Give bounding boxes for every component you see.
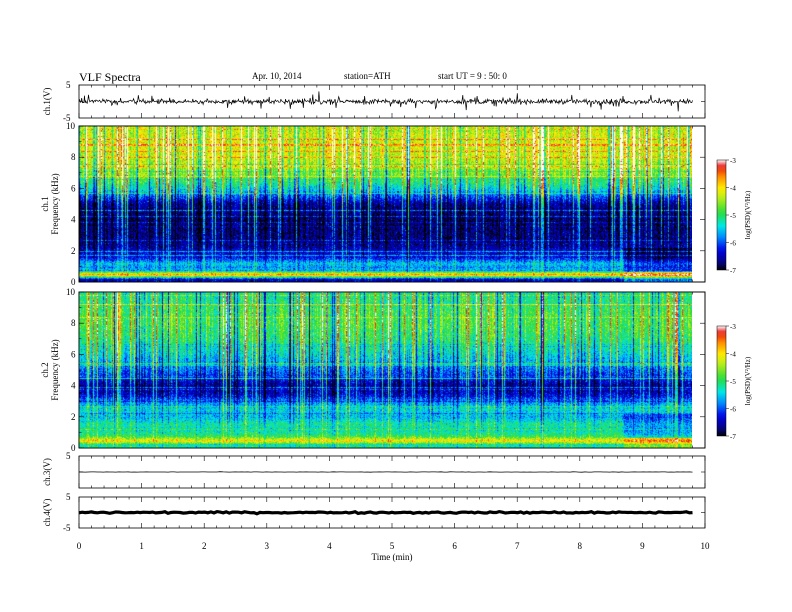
ch1-spec-cbtick--5: -5 bbox=[730, 212, 736, 220]
ch2-spec-ylabel: Frequency (kHz) bbox=[50, 339, 60, 400]
date-label: Apr. 10, 2014 bbox=[252, 71, 302, 81]
ch4-waveform bbox=[78, 509, 693, 516]
ch2-spec-colorbar bbox=[716, 325, 727, 437]
ch1-spec-ytick-8: 8 bbox=[71, 152, 76, 162]
xtick-2: 2 bbox=[202, 541, 207, 551]
ch2-spec-cbtick--4: -4 bbox=[730, 351, 736, 359]
ch1-spec-ylabel: Frequency (kHz) bbox=[50, 173, 60, 234]
xtick-3: 3 bbox=[265, 541, 270, 551]
ch1-spec-ytick-10: 10 bbox=[66, 121, 76, 131]
ch1-spec-channel-label: ch.1 bbox=[40, 196, 50, 211]
ch1-spec-ytick-2: 2 bbox=[71, 246, 76, 256]
xtick-1: 1 bbox=[139, 541, 144, 551]
ch2-spec-ytick-8: 8 bbox=[71, 318, 76, 328]
ch2-spec-ytick-10: 10 bbox=[66, 287, 76, 297]
ch1-spec-ytick-6: 6 bbox=[71, 183, 76, 193]
ch2-spec-cbtick--7: -7 bbox=[730, 433, 736, 441]
ch1-spec-ytick-0: 0 bbox=[71, 277, 76, 287]
xtick-5: 5 bbox=[390, 541, 395, 551]
ch1-line-ylabel: ch.1(V) bbox=[42, 88, 52, 116]
figure-title: VLF Spectra bbox=[79, 70, 141, 84]
ch2-spec-channel-label: ch.2 bbox=[40, 362, 50, 377]
ch4-line-ylabel: ch.4(V) bbox=[42, 499, 52, 527]
xtick-7: 7 bbox=[515, 541, 520, 551]
ch2-spec-cbtick--5: -5 bbox=[730, 378, 736, 386]
ch3-line-tick-top: 5 bbox=[66, 451, 71, 461]
start-time-label: start UT = 9 : 50: 0 bbox=[438, 71, 507, 81]
ch1-spec-colorbar bbox=[716, 159, 727, 271]
ch2-spec-ytick-6: 6 bbox=[71, 349, 76, 359]
xtick-6: 6 bbox=[452, 541, 457, 551]
ch1-line-tick-bottom: -5 bbox=[63, 113, 71, 123]
ch1-spec-ytick-4: 4 bbox=[71, 215, 76, 225]
xtick-8: 8 bbox=[578, 541, 583, 551]
xtick-0: 0 bbox=[77, 541, 82, 551]
station-label: station=ATH bbox=[344, 71, 391, 81]
ch1-spec-cbtick--7: -7 bbox=[730, 267, 736, 275]
xtick-9: 9 bbox=[640, 541, 645, 551]
ch2-spec-ytick-4: 4 bbox=[71, 381, 76, 391]
ch2-spec-ytick-2: 2 bbox=[71, 412, 76, 422]
ch3-line-ylabel: ch.3(V) bbox=[42, 458, 52, 486]
ch2-spec-cbtick--3: -3 bbox=[730, 323, 736, 331]
ch4-line-tick-bottom: -5 bbox=[63, 523, 71, 533]
ch4-line-tick-top: 5 bbox=[66, 492, 71, 502]
xtick-4: 4 bbox=[327, 541, 332, 551]
ch1-waveform bbox=[78, 91, 693, 112]
ch1-spectrogram bbox=[79, 126, 692, 282]
ch3-waveform bbox=[78, 471, 693, 473]
ch2-spec-ytick-0: 0 bbox=[71, 443, 76, 453]
ch2-spec-colorbar-label: log(PSD)(V²/Hz) bbox=[744, 356, 752, 405]
ch1-spec-cbtick--6: -6 bbox=[730, 240, 736, 248]
ch1-line-tick-top: 5 bbox=[66, 80, 71, 90]
ch1-spec-cbtick--3: -3 bbox=[730, 157, 736, 165]
ch1-spec-colorbar-label: log(PSD)(V²/Hz) bbox=[744, 190, 752, 239]
ch1-spec-cbtick--4: -4 bbox=[730, 185, 736, 193]
ch2-spectrogram bbox=[79, 292, 692, 448]
ch2-spec-cbtick--6: -6 bbox=[730, 406, 736, 414]
xtick-10: 10 bbox=[701, 541, 711, 551]
x-axis-label: Time (min) bbox=[372, 552, 413, 562]
